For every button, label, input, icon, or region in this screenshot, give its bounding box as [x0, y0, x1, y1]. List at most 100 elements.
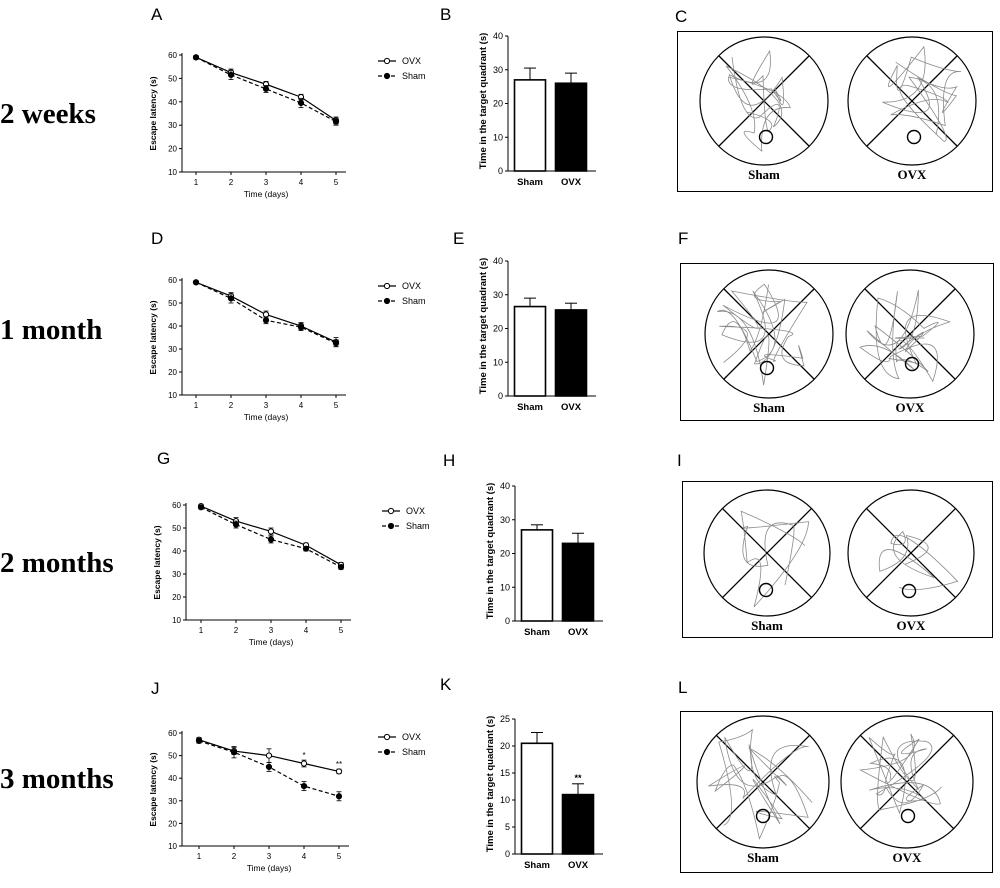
bar-chart-k: 0 5 10 15 20 25 Time in the target quadrant (s…	[485, 714, 603, 871]
quadrant-line	[865, 507, 957, 599]
bar-ovx	[561, 542, 595, 622]
panel-letter-c: C	[675, 7, 688, 26]
bar-sham	[520, 529, 554, 622]
maze-drawing-c: Sham OVX	[699, 36, 977, 182]
swim-path-sham	[717, 283, 808, 386]
significance-marker: *	[302, 751, 305, 760]
category-label-ovx: OVX	[561, 402, 582, 413]
legend-label-ovx: OVX	[402, 56, 421, 66]
category-label-sham: Sham	[517, 402, 543, 413]
x-tick-label: 5	[337, 852, 342, 861]
y-tick-label: 40	[493, 256, 503, 266]
x-tick-label: 1	[194, 401, 199, 410]
bar-sham	[520, 742, 554, 855]
data-point-sham	[197, 504, 205, 511]
quadrant-line	[864, 288, 956, 380]
y-tick-label: 40	[168, 98, 177, 107]
platform-sham	[759, 360, 775, 376]
y-tick-label: 50	[168, 752, 177, 761]
pool-ovx	[847, 36, 977, 166]
y-axis-title: Time in the target quadrant (s)	[478, 33, 489, 170]
maze-label-ovx: OVX	[893, 850, 923, 865]
swim-path-sham	[740, 510, 809, 608]
significance-marker: **	[336, 760, 342, 769]
panel-letter-f: F	[678, 229, 689, 248]
x-tick-label: 1	[199, 626, 204, 635]
y-tick-label: 10	[493, 357, 503, 367]
y-tick-label: 20	[168, 819, 177, 828]
y-tick-label: 10	[172, 616, 181, 625]
y-tick-label: 10	[500, 795, 510, 805]
legend-marker-ovx	[387, 507, 395, 515]
y-tick-label: 40	[172, 547, 181, 556]
data-point-sham	[300, 783, 308, 790]
legend-label-sham: Sham	[406, 521, 430, 531]
y-axis-title: Time in the target quadrant (s)	[485, 716, 496, 853]
pool-sham	[704, 269, 834, 399]
data-point-sham	[332, 118, 340, 125]
maze-panel-l: Sham OVX	[680, 711, 993, 873]
x-tick-label: 2	[229, 178, 234, 187]
category-label-ovx: OVX	[568, 627, 589, 638]
y-tick-label: 30	[172, 570, 181, 579]
data-point-ovx	[300, 760, 308, 767]
x-tick-label: 3	[264, 401, 269, 410]
panel-letter-i: I	[677, 451, 682, 470]
data-point-sham	[265, 763, 273, 771]
platform-ovx	[901, 583, 917, 599]
maze-label-sham: Sham	[751, 618, 783, 633]
bar-sham	[513, 305, 547, 397]
y-tick-label: 60	[168, 51, 177, 60]
y-tick-label: 20	[493, 99, 503, 109]
pool-ovx	[840, 715, 974, 849]
x-tick-label: 3	[267, 852, 272, 861]
bar-chart-e: 0 10 20 30 40 Time in the target quadrant (s)…	[478, 256, 596, 413]
panel-letter-b: B	[440, 5, 452, 24]
y-tick-label: 30	[500, 515, 510, 525]
y-tick-label: 50	[168, 74, 177, 83]
data-point-ovx	[265, 752, 273, 759]
x-tick-label: 2	[232, 852, 237, 861]
platform-sham	[755, 808, 771, 824]
y-tick-label: 30	[493, 65, 503, 75]
data-point-sham	[297, 99, 305, 107]
category-label-sham: Sham	[524, 627, 550, 638]
significance-marker: **	[574, 773, 582, 783]
data-point-sham	[337, 564, 345, 571]
y-tick-label: 40	[493, 31, 503, 41]
data-point-sham	[332, 340, 340, 347]
line-chart-a: 10 20 30 40 50 60 1 2 3 4 5 Time (days) Escape laten…	[148, 51, 426, 199]
y-tick-label: 10	[168, 391, 177, 400]
data-point-sham	[195, 737, 203, 745]
swim-path-ovx	[859, 733, 942, 815]
x-axis-title: Time (days)	[247, 863, 292, 873]
quadrant-line	[715, 734, 811, 830]
data-point-ovx	[262, 311, 270, 318]
x-tick-label: 1	[197, 852, 202, 861]
swim-path-ovx	[859, 289, 952, 383]
bar-chart-b: 0 10 20 30 40 Time in the target quadrant (s)…	[478, 31, 596, 188]
legend-label-ovx: OVX	[402, 732, 421, 742]
data-point-sham	[302, 545, 310, 552]
y-tick-label: 10	[493, 132, 503, 142]
y-tick-label: 50	[168, 299, 177, 308]
data-point-ovx	[267, 528, 275, 535]
panel-letter-k: K	[440, 675, 452, 694]
pool-sham	[703, 489, 831, 617]
y-axis-title: Escape latency (s)	[148, 300, 158, 374]
legend-label-sham: Sham	[402, 71, 426, 81]
maze-label-ovx: OVX	[897, 618, 927, 633]
quadrant-line	[723, 288, 815, 380]
category-label-sham: Sham	[517, 177, 543, 188]
y-tick-label: 10	[168, 842, 177, 851]
y-axis-title: Escape latency (s)	[152, 525, 162, 599]
data-point-sham	[230, 749, 238, 756]
y-tick-label: 30	[493, 290, 503, 300]
maze-label-ovx: OVX	[896, 400, 926, 415]
pool-ovx	[847, 489, 975, 617]
maze-label-ovx: OVX	[898, 167, 928, 182]
data-point-sham	[262, 317, 270, 324]
panel-letter-g: G	[157, 449, 171, 468]
row-label-1-month: 1 month	[0, 314, 103, 346]
bar-ovx	[554, 309, 588, 397]
